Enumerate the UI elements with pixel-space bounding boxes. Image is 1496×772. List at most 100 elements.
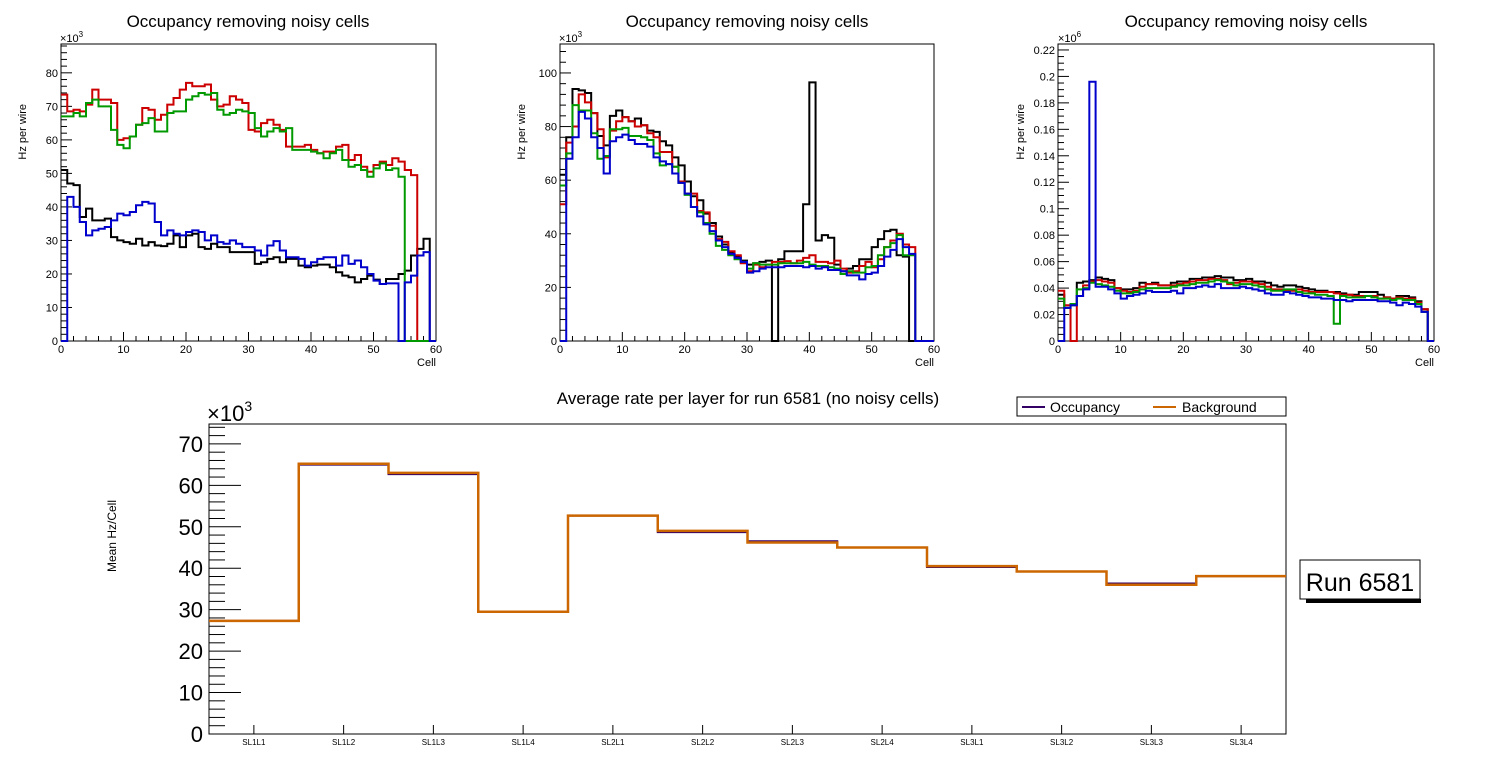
y-tick-label: 0.08	[1034, 230, 1055, 242]
x-tick-label: 40	[803, 344, 815, 356]
x-tick-label: SL3L2	[1050, 738, 1074, 747]
y-exponent-base: ×10	[559, 33, 578, 45]
histogram-series-layer-1	[61, 169, 436, 342]
y-tick-label: 60	[545, 175, 557, 187]
x-tick-label: 50	[866, 344, 878, 356]
chart-title: Occupancy removing noisy cells	[127, 12, 370, 31]
y-tick-label: 80	[545, 122, 557, 134]
y-axis-label: Hz per wire	[17, 104, 29, 160]
x-tick-label: 20	[679, 344, 691, 356]
run-annotation-box	[1299, 559, 1421, 600]
y-tick-label: 0.22	[1034, 45, 1055, 57]
x-tick-label: 30	[242, 344, 254, 356]
y-tick-label: 20	[46, 269, 58, 281]
y-exponent-power: 3	[244, 398, 252, 414]
step-series-background	[209, 462, 1286, 623]
y-tick-label: 20	[179, 639, 203, 664]
y-tick-label: 60	[46, 135, 58, 147]
y-tick-label: 0.14	[1034, 151, 1055, 163]
histogram-series-layer-1	[560, 81, 934, 342]
x-tick-label: SL3L3	[1140, 738, 1164, 747]
y-exponent: ×106	[1058, 30, 1082, 45]
y-tick-label: 0	[551, 336, 557, 348]
y-axis-label: Hz per wire	[1015, 104, 1027, 160]
y-exponent: ×103	[60, 30, 84, 45]
y-tick-label: 10	[46, 302, 58, 314]
histogram-series-layer-2	[61, 81, 436, 342]
x-tick-label: SL2L1	[601, 738, 625, 747]
x-tick-label: 50	[1365, 344, 1377, 356]
histogram-series-layer-4	[61, 195, 436, 342]
x-tick-label: 60	[1428, 344, 1440, 356]
y-tick-label: 0.18	[1034, 98, 1055, 110]
x-tick-label: SL1L2	[332, 738, 356, 747]
x-tick-label: 0	[557, 344, 563, 356]
run-annotation: Run 6581	[1299, 559, 1421, 603]
x-tick-label: SL3L4	[1230, 738, 1254, 747]
x-tick-label: 60	[928, 344, 940, 356]
y-exponent-power: 6	[1077, 30, 1082, 39]
y-tick-label: 40	[46, 202, 58, 214]
svg-text:×103: ×103	[60, 30, 84, 45]
y-exponent: ×103	[207, 398, 252, 426]
x-tick-label: 0	[58, 344, 64, 356]
run-annotation-shadow	[1306, 599, 1421, 603]
x-tick-label: 60	[430, 344, 442, 356]
y-tick-label: 0.02	[1034, 310, 1055, 322]
y-exponent-base: ×10	[60, 33, 79, 45]
y-tick-label: 70	[46, 101, 58, 113]
panel-occupancy-3: Occupancy removing noisy cells Hz per wi…	[1015, 12, 1440, 369]
plot-frame	[559, 43, 935, 342]
panel-occupancy-2: Occupancy removing noisy cells Hz per wi…	[516, 12, 940, 369]
x-tick-label: SL2L4	[871, 738, 895, 747]
y-tick-label: 10	[179, 681, 203, 706]
x-tick-label: SL1L4	[512, 738, 536, 747]
histogram-series-layer-3	[560, 104, 934, 342]
x-tick-label: 40	[1303, 344, 1315, 356]
x-tick-label: SL1L3	[422, 738, 446, 747]
y-exponent-power: 3	[578, 30, 583, 39]
x-axis-label: Cell	[915, 357, 934, 369]
plot-frame	[208, 423, 1287, 735]
svg-text:×103: ×103	[207, 398, 252, 426]
x-tick-label: SL2L2	[691, 738, 715, 747]
y-tick-label: 80	[46, 68, 58, 80]
x-tick-label: 10	[117, 344, 129, 356]
x-tick-label: 0	[1055, 344, 1061, 356]
x-axis-label: Cell	[1415, 357, 1434, 369]
y-tick-label: 0.2	[1040, 71, 1055, 83]
legend: Occupancy Background	[1016, 396, 1287, 417]
y-tick-label: 0	[52, 336, 58, 348]
y-tick-label: 0.12	[1034, 177, 1055, 189]
y-tick-label: 50	[46, 168, 58, 180]
legend-box	[1016, 396, 1287, 417]
y-tick-label: 40	[179, 556, 203, 581]
x-tick-label: 10	[1115, 344, 1127, 356]
y-axis-label: Hz per wire	[516, 104, 528, 160]
histogram-series-layer-2	[1058, 277, 1434, 342]
y-tick-label: 30	[179, 598, 203, 623]
histogram-series-layer-4	[1058, 80, 1434, 342]
histogram-series-layer-4	[560, 110, 934, 342]
x-tick-label: 20	[1177, 344, 1189, 356]
y-tick-label: 40	[545, 229, 557, 241]
histogram-series-layer-2	[560, 93, 934, 342]
plot-frame	[60, 43, 437, 342]
x-tick-label: SL3L1	[960, 738, 984, 747]
y-exponent: ×103	[559, 30, 583, 45]
x-axis-label: Cell	[417, 357, 436, 369]
x-tick-label: 50	[367, 344, 379, 356]
chart-title: Occupancy removing noisy cells	[1125, 12, 1368, 31]
x-tick-label: 40	[305, 344, 317, 356]
legend-label-background: Background	[1182, 399, 1257, 415]
histogram-series-layer-3	[61, 91, 436, 342]
y-tick-label: 0.06	[1034, 257, 1055, 269]
x-tick-label: 20	[180, 344, 192, 356]
legend-label-occupancy: Occupancy	[1050, 399, 1120, 415]
y-tick-label: 60	[179, 473, 203, 498]
x-tick-label: SL2L3	[781, 738, 805, 747]
y-tick-label: 0.16	[1034, 124, 1055, 136]
svg-text:×103: ×103	[559, 30, 583, 45]
y-tick-label: 50	[179, 515, 203, 540]
